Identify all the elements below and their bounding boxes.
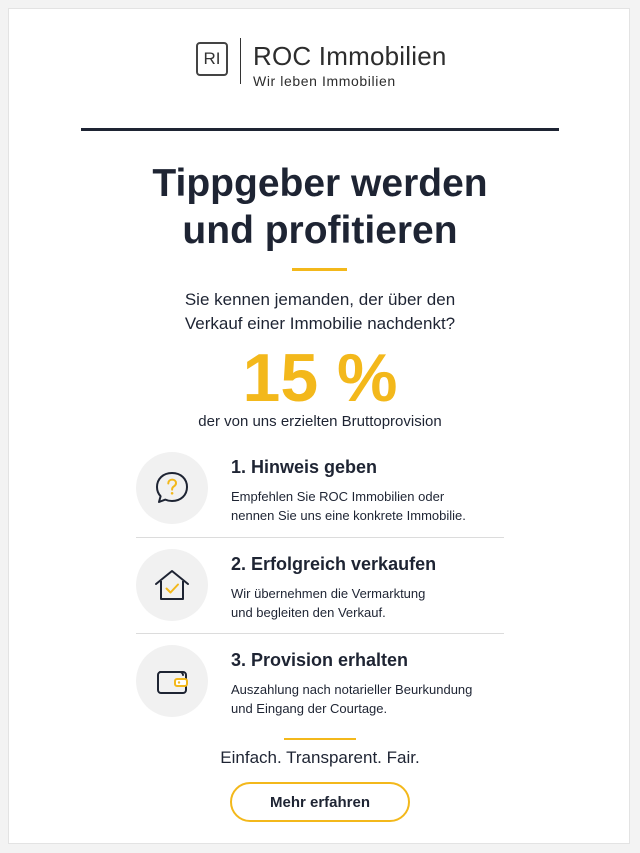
question-bubble-icon xyxy=(136,452,208,524)
step-hint: 1. Hinweis geben Empfehlen Sie ROC Immob… xyxy=(136,449,506,529)
step-sell: 2. Erfolgreich verkaufen Wir übernehmen … xyxy=(136,546,506,626)
step-title: 1. Hinweis geben xyxy=(231,457,378,477)
company-tagline: Wir leben Immobilien xyxy=(253,73,396,89)
house-check-icon xyxy=(136,549,208,621)
step-title: 2. Erfolgreich verkaufen xyxy=(231,554,437,574)
learn-more-button[interactable]: Mehr erfahren xyxy=(230,782,410,822)
wallet-icon xyxy=(136,645,208,717)
header-divider xyxy=(81,128,559,131)
company-name: ROC Immobilien xyxy=(253,41,447,71)
intro-question: Sie kennen jemanden, der über den Verkau… xyxy=(0,288,640,336)
step-desc-line-1: Empfehlen Sie ROC Immobilien oder xyxy=(231,489,445,504)
logo-mark: RI xyxy=(196,42,228,76)
flyer-card xyxy=(8,8,630,844)
step-description: Wir übernehmen die Vermarktung und begle… xyxy=(231,584,425,622)
step-divider xyxy=(136,633,504,634)
accent-divider xyxy=(292,268,347,271)
step-desc-line-1: Wir übernehmen die Vermarktung xyxy=(231,586,426,601)
company-logo: RI ROC Immobilien Wir leben Immobilien xyxy=(196,38,447,90)
step-description: Auszahlung nach notarieller Beurkundung … xyxy=(231,680,472,718)
title-line-2: und profitieren xyxy=(182,209,458,252)
page-title: Tippgeber werden und profitieren xyxy=(0,160,640,254)
closing-tagline: Einfach. Transparent. Fair. xyxy=(220,748,420,767)
step-description: Empfehlen Sie ROC Immobilien oder nennen… xyxy=(231,487,466,525)
intro-line-2: Verkauf einer Immobilie nachdenkt? xyxy=(184,314,456,333)
step-desc-line-1: Auszahlung nach notarieller Beurkundung xyxy=(231,682,473,697)
title-line-1: Tippgeber werden xyxy=(152,162,488,205)
step-desc-line-2: und Eingang der Courtage. xyxy=(231,701,388,716)
step-desc-line-2: und begleiten den Verkauf. xyxy=(231,605,386,620)
commission-caption: der von uns erzielten Bruttoprovision xyxy=(198,413,442,430)
step-divider xyxy=(136,537,504,538)
logo-separator xyxy=(240,38,241,84)
accent-divider xyxy=(284,738,356,740)
step-title: 3. Provision erhalten xyxy=(231,650,409,670)
logo-wordmark: ROC Immobilien Wir leben Immobilien xyxy=(253,42,447,90)
commission-percent: 15 % xyxy=(242,340,398,416)
step-desc-line-2: nennen Sie uns eine konkrete Immobilie. xyxy=(231,508,466,523)
step-commission: 3. Provision erhalten Auszahlung nach no… xyxy=(136,642,506,722)
intro-line-1: Sie kennen jemanden, der über den xyxy=(184,290,456,309)
